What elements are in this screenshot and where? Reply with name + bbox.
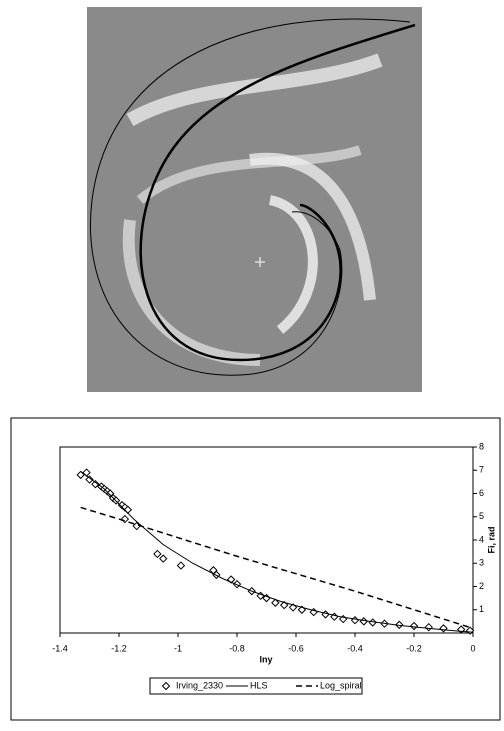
y-tick-label: 1 bbox=[479, 604, 484, 614]
y-tick-label: 4 bbox=[479, 534, 484, 544]
data-point bbox=[91, 479, 100, 489]
data-point bbox=[271, 598, 280, 607]
data-point bbox=[159, 554, 168, 563]
y-tick-label: 7 bbox=[479, 465, 484, 475]
x-tick-label: -1 bbox=[174, 643, 182, 653]
x-tick-label: -0.4 bbox=[347, 643, 363, 653]
x-tick-label: -1.2 bbox=[111, 643, 127, 653]
x-tick-label: -1.4 bbox=[52, 643, 68, 653]
x-tick-label: 0 bbox=[470, 643, 475, 653]
series-line bbox=[80, 506, 474, 630]
legend bbox=[149, 677, 363, 695]
data-point bbox=[456, 625, 466, 634]
y-tick-label: 2 bbox=[479, 581, 484, 591]
x-tick-label: -0.6 bbox=[288, 643, 304, 653]
y-tick-label: 8 bbox=[479, 441, 484, 451]
legend-label: HLS bbox=[250, 680, 268, 690]
y-tick-label: 5 bbox=[479, 511, 484, 521]
x-tick-label: -0.2 bbox=[406, 643, 422, 653]
plot-area bbox=[59, 446, 474, 634]
legend-label: Irving_2330 bbox=[176, 680, 223, 690]
radar-image bbox=[87, 7, 422, 392]
y-axis-label: Fi, rad bbox=[486, 526, 496, 553]
data-point bbox=[424, 622, 433, 632]
x-tick-label: -0.8 bbox=[229, 643, 245, 653]
y-tick-label: 3 bbox=[479, 558, 484, 568]
x-axis-label: lny bbox=[259, 654, 272, 664]
data-point bbox=[153, 549, 162, 559]
series-line bbox=[80, 471, 474, 633]
data-point bbox=[85, 475, 94, 484]
data-point bbox=[409, 621, 419, 631]
y-tick-label: 6 bbox=[479, 488, 484, 498]
data-point bbox=[176, 561, 186, 570]
legend-label: Log_spiral bbox=[320, 680, 362, 690]
legend-marker bbox=[161, 681, 171, 691]
